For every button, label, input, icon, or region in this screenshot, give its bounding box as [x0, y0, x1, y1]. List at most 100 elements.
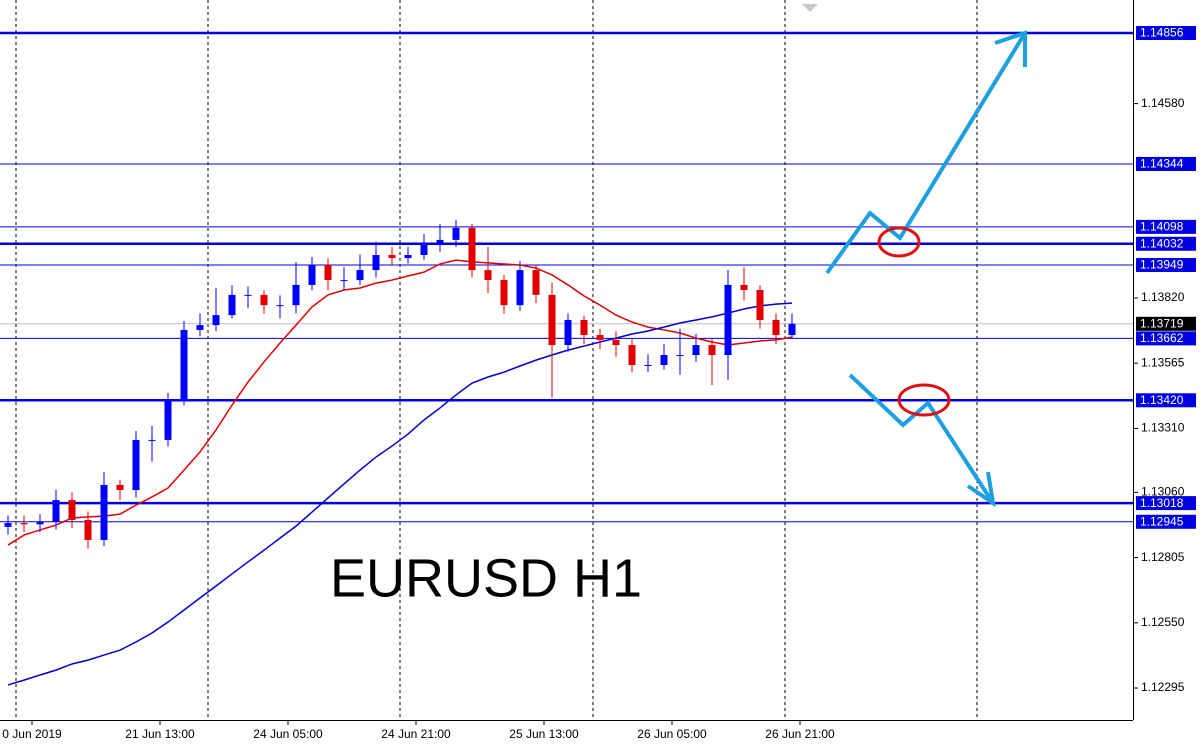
candle-body — [196, 325, 204, 330]
candle-body — [612, 339, 620, 346]
x-tick-label: 24 Jun 21:00 — [381, 727, 451, 741]
x-tick-label: 0 Jun 2019 — [2, 727, 62, 741]
shift-marker — [802, 4, 818, 12]
candle-body — [692, 345, 700, 356]
level-label-box — [1136, 393, 1196, 408]
level-label: 1.13420 — [1140, 393, 1184, 407]
candle-body — [68, 500, 76, 520]
candle-body — [132, 439, 140, 491]
candle-body — [228, 294, 236, 316]
candle-body — [356, 270, 364, 281]
candle-body — [452, 227, 460, 240]
candle-body — [4, 523, 12, 527]
x-tick-label: 25 Jun 13:00 — [509, 727, 579, 741]
candle-body — [740, 284, 748, 291]
candle-body — [340, 280, 348, 282]
candle-body — [276, 305, 284, 307]
plot-area — [0, 31, 1133, 686]
circle-mark — [897, 383, 951, 417]
candle-body — [84, 519, 92, 540]
candle-body — [500, 280, 508, 306]
x-tick-label: 21 Jun 13:00 — [125, 727, 195, 741]
moving-average — [7, 302, 793, 686]
candle-body — [724, 284, 732, 356]
current-price-label: 1.13719 — [1140, 316, 1184, 330]
up-arrow-head — [994, 30, 1027, 67]
candle-body — [180, 329, 188, 401]
level-label-box — [1136, 25, 1196, 40]
candle-body — [212, 315, 220, 326]
candle-body — [36, 521, 44, 525]
current-price-box — [1136, 316, 1196, 331]
candle-body — [148, 439, 156, 441]
level-label: 1.13018 — [1140, 496, 1184, 510]
candle-body — [52, 500, 60, 522]
level-label-box — [1136, 257, 1196, 272]
y-tick-label: 1.12550 — [1141, 615, 1185, 629]
candle-body — [708, 345, 716, 356]
candle-body — [164, 400, 172, 440]
y-tick-label: 1.13310 — [1141, 421, 1185, 435]
candle-body — [548, 294, 556, 346]
candle-body — [420, 245, 428, 256]
y-tick-label: 1.13820 — [1141, 290, 1185, 304]
candle-body — [644, 364, 652, 366]
y-tick-label: 1.14580 — [1141, 96, 1185, 110]
level-label: 1.14344 — [1140, 157, 1184, 171]
level-label: 1.14856 — [1140, 26, 1184, 40]
axes: 1.14580 1.13820 1.13565 1.13310 1.13060 1.128… — [2, 25, 1196, 741]
candle-body — [436, 239, 444, 246]
candle-body — [388, 255, 396, 259]
candle-body — [676, 355, 684, 357]
candle-body — [564, 319, 572, 346]
level-label: 1.13662 — [1140, 331, 1184, 345]
candle-body — [516, 270, 524, 306]
y-tick-label: 1.12295 — [1141, 680, 1185, 694]
candle-body — [308, 264, 316, 285]
candle-body — [756, 290, 764, 320]
candle-body — [468, 227, 476, 271]
candle-body — [596, 335, 604, 340]
level-label: 1.13949 — [1140, 258, 1184, 272]
candle-body — [116, 484, 124, 491]
level-label: 1.12945 — [1140, 514, 1184, 528]
candle-body — [532, 270, 540, 295]
y-tick-label: 1.13565 — [1141, 355, 1185, 369]
level-label-box — [1136, 514, 1196, 529]
candle-body — [580, 319, 588, 336]
day-separators — [15, 0, 978, 720]
candle-body — [372, 255, 380, 271]
candle-body — [484, 270, 492, 281]
up-arrow — [825, 31, 1027, 275]
down-arrow-head — [966, 471, 996, 508]
candle-body — [260, 294, 268, 306]
candle-body — [788, 323, 796, 336]
circle-mark — [877, 226, 921, 258]
x-tick-label: 24 Jun 05:00 — [253, 727, 323, 741]
level-label-box — [1136, 156, 1196, 171]
candle-body — [628, 345, 636, 365]
level-label: 1.14098 — [1140, 220, 1184, 234]
candle-body — [244, 294, 252, 296]
candle-body — [324, 264, 332, 281]
candle-body — [772, 319, 780, 336]
level-label-box — [1136, 496, 1196, 511]
x-tick-label: 26 Jun 05:00 — [637, 727, 707, 741]
y-tick-label: 1.13060 — [1141, 485, 1185, 499]
symbol-label: EURUSD H1 — [330, 548, 642, 608]
annotations — [825, 30, 1027, 508]
level-label-box — [1136, 219, 1196, 234]
candle-body — [100, 484, 108, 540]
candle-body — [292, 284, 300, 306]
x-tick-label: 26 Jun 21:00 — [765, 727, 835, 741]
y-tick-label: 1.12805 — [1141, 550, 1185, 564]
candle-body — [20, 523, 28, 525]
level-label-box — [1136, 331, 1196, 346]
level-label-box — [1136, 236, 1196, 251]
candle-body — [660, 355, 668, 365]
candle-body — [404, 255, 412, 259]
moving-average — [7, 259, 793, 546]
level-label: 1.14032 — [1140, 236, 1184, 250]
